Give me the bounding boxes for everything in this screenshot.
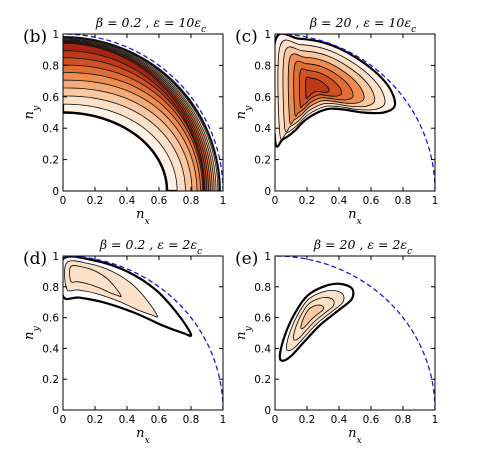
plot-area bbox=[63, 34, 223, 191]
axes-frame bbox=[62, 255, 224, 411]
y-axis-label: ny bbox=[234, 105, 254, 119]
x-tick-label: 1 bbox=[432, 414, 439, 426]
panel-b: 00 0.2 0.2 0.4 0.4 0.6 0.6 0.8 0.8 1 1 nx ny β = 0.2 … bbox=[22, 15, 226, 227]
y-tick-label: 0.2 bbox=[42, 155, 59, 167]
panel-e: 00 0.2 0.2 0.4 0.4 0.6 0.6 0.8 0.8 1 1 nx ny β = 20 ,… bbox=[234, 237, 438, 446]
y-tick-label: 0.8 bbox=[254, 60, 271, 72]
x-axis-label: nx bbox=[348, 207, 362, 227]
axes-frame bbox=[62, 33, 224, 192]
x-tick-label: 0 bbox=[272, 195, 279, 207]
panel-label: (b) bbox=[23, 27, 47, 47]
x-tick-label: 1 bbox=[220, 195, 227, 207]
x-axis-label: nx bbox=[136, 207, 150, 227]
contour-level bbox=[63, 39, 213, 191]
contour-level bbox=[300, 304, 324, 330]
y-tick-label: 0 bbox=[52, 186, 59, 198]
contour-level bbox=[63, 42, 208, 191]
unit-circle bbox=[63, 34, 223, 191]
panel-label: (d) bbox=[23, 249, 47, 269]
inner-boundary bbox=[63, 111, 169, 191]
y-tick-label: 0.8 bbox=[42, 60, 59, 72]
y-tick-label: 0.8 bbox=[254, 282, 271, 294]
y-tick-label: 0.6 bbox=[254, 92, 271, 104]
y-tick-label: 0 bbox=[264, 186, 271, 198]
x-tick-label: 0.8 bbox=[395, 195, 412, 207]
y-tick-label: 0 bbox=[264, 405, 271, 417]
unit-circle bbox=[275, 34, 435, 191]
y-tick-label: 0.6 bbox=[42, 92, 59, 104]
x-tick-label: 0 bbox=[272, 414, 279, 426]
y-tick-label: 1 bbox=[264, 251, 271, 263]
x-tick-label: 0 bbox=[60, 414, 67, 426]
y-tick-label: 0 bbox=[52, 405, 59, 417]
panel-c: 00 0.2 0.2 0.4 0.4 0.6 0.6 0.8 0.8 1 1 nx ny β = 20 ,… bbox=[234, 15, 438, 227]
x-tick-label: 0.2 bbox=[87, 195, 104, 207]
x-tick-label: 0.4 bbox=[331, 414, 348, 426]
contour-level bbox=[63, 42, 206, 191]
x-tick-label: 0.8 bbox=[395, 414, 412, 426]
panel-title: β = 0.2 , ε = 10εc bbox=[95, 15, 206, 35]
panel-d: 00 0.2 0.2 0.4 0.4 0.6 0.6 0.8 0.8 1 1 nx ny β = 0.2 … bbox=[22, 237, 226, 446]
y-tick-label: 1 bbox=[52, 251, 59, 263]
y-axis-label: ny bbox=[22, 325, 42, 339]
x-tick-label: 0.6 bbox=[363, 414, 380, 426]
y-tick-label: 1 bbox=[52, 29, 59, 41]
contour-level bbox=[69, 265, 122, 298]
plot-area bbox=[275, 34, 435, 191]
x-tick-label: 0.4 bbox=[119, 195, 136, 207]
plot-area bbox=[63, 256, 223, 410]
y-tick-label: 0.6 bbox=[42, 313, 59, 325]
y-tick-label: 0.8 bbox=[42, 282, 59, 294]
x-tick-label: 1 bbox=[220, 414, 227, 426]
x-axis-label: nx bbox=[348, 426, 362, 446]
y-tick-label: 0.4 bbox=[254, 123, 271, 135]
x-tick-label: 0.2 bbox=[87, 414, 104, 426]
panel-title: β = 20 , ε = 10εc bbox=[309, 15, 416, 35]
x-axis-label: nx bbox=[136, 426, 150, 446]
panel-title: β = 0.2 , ε = 2εc bbox=[99, 237, 202, 257]
y-tick-label: 0.2 bbox=[254, 374, 271, 386]
unit-circle bbox=[63, 256, 223, 410]
y-axis-label: ny bbox=[22, 105, 42, 119]
y-tick-label: 0.4 bbox=[42, 123, 59, 135]
x-tick-label: 0.6 bbox=[363, 195, 380, 207]
axes-frame bbox=[274, 33, 436, 192]
x-tick-label: 0 bbox=[60, 195, 67, 207]
y-tick-label: 0.4 bbox=[42, 343, 59, 355]
x-tick-label: 0.2 bbox=[299, 195, 316, 207]
plot-area bbox=[275, 256, 435, 410]
x-tick-label: 0.6 bbox=[151, 414, 168, 426]
unit-circle bbox=[275, 256, 435, 410]
axes-frame bbox=[274, 255, 436, 411]
x-tick-label: 1 bbox=[432, 195, 439, 207]
panel-label: (c) bbox=[235, 27, 258, 47]
y-axis-label: ny bbox=[234, 325, 254, 339]
panel-label: (e) bbox=[235, 249, 258, 269]
x-tick-label: 0.8 bbox=[183, 195, 200, 207]
x-tick-label: 0.2 bbox=[299, 414, 316, 426]
x-tick-label: 0.8 bbox=[183, 414, 200, 426]
x-tick-label: 0.4 bbox=[119, 414, 136, 426]
y-tick-label: 0.4 bbox=[254, 343, 271, 355]
x-tick-label: 0.6 bbox=[151, 195, 168, 207]
y-tick-label: 0.2 bbox=[42, 374, 59, 386]
x-tick-label: 0.4 bbox=[331, 195, 348, 207]
y-tick-label: 1 bbox=[264, 29, 271, 41]
contour-level bbox=[305, 76, 330, 100]
y-tick-label: 0.6 bbox=[254, 313, 271, 325]
panel-title: β = 20 , ε = 2εc bbox=[313, 237, 412, 257]
y-tick-label: 0.2 bbox=[254, 155, 271, 167]
